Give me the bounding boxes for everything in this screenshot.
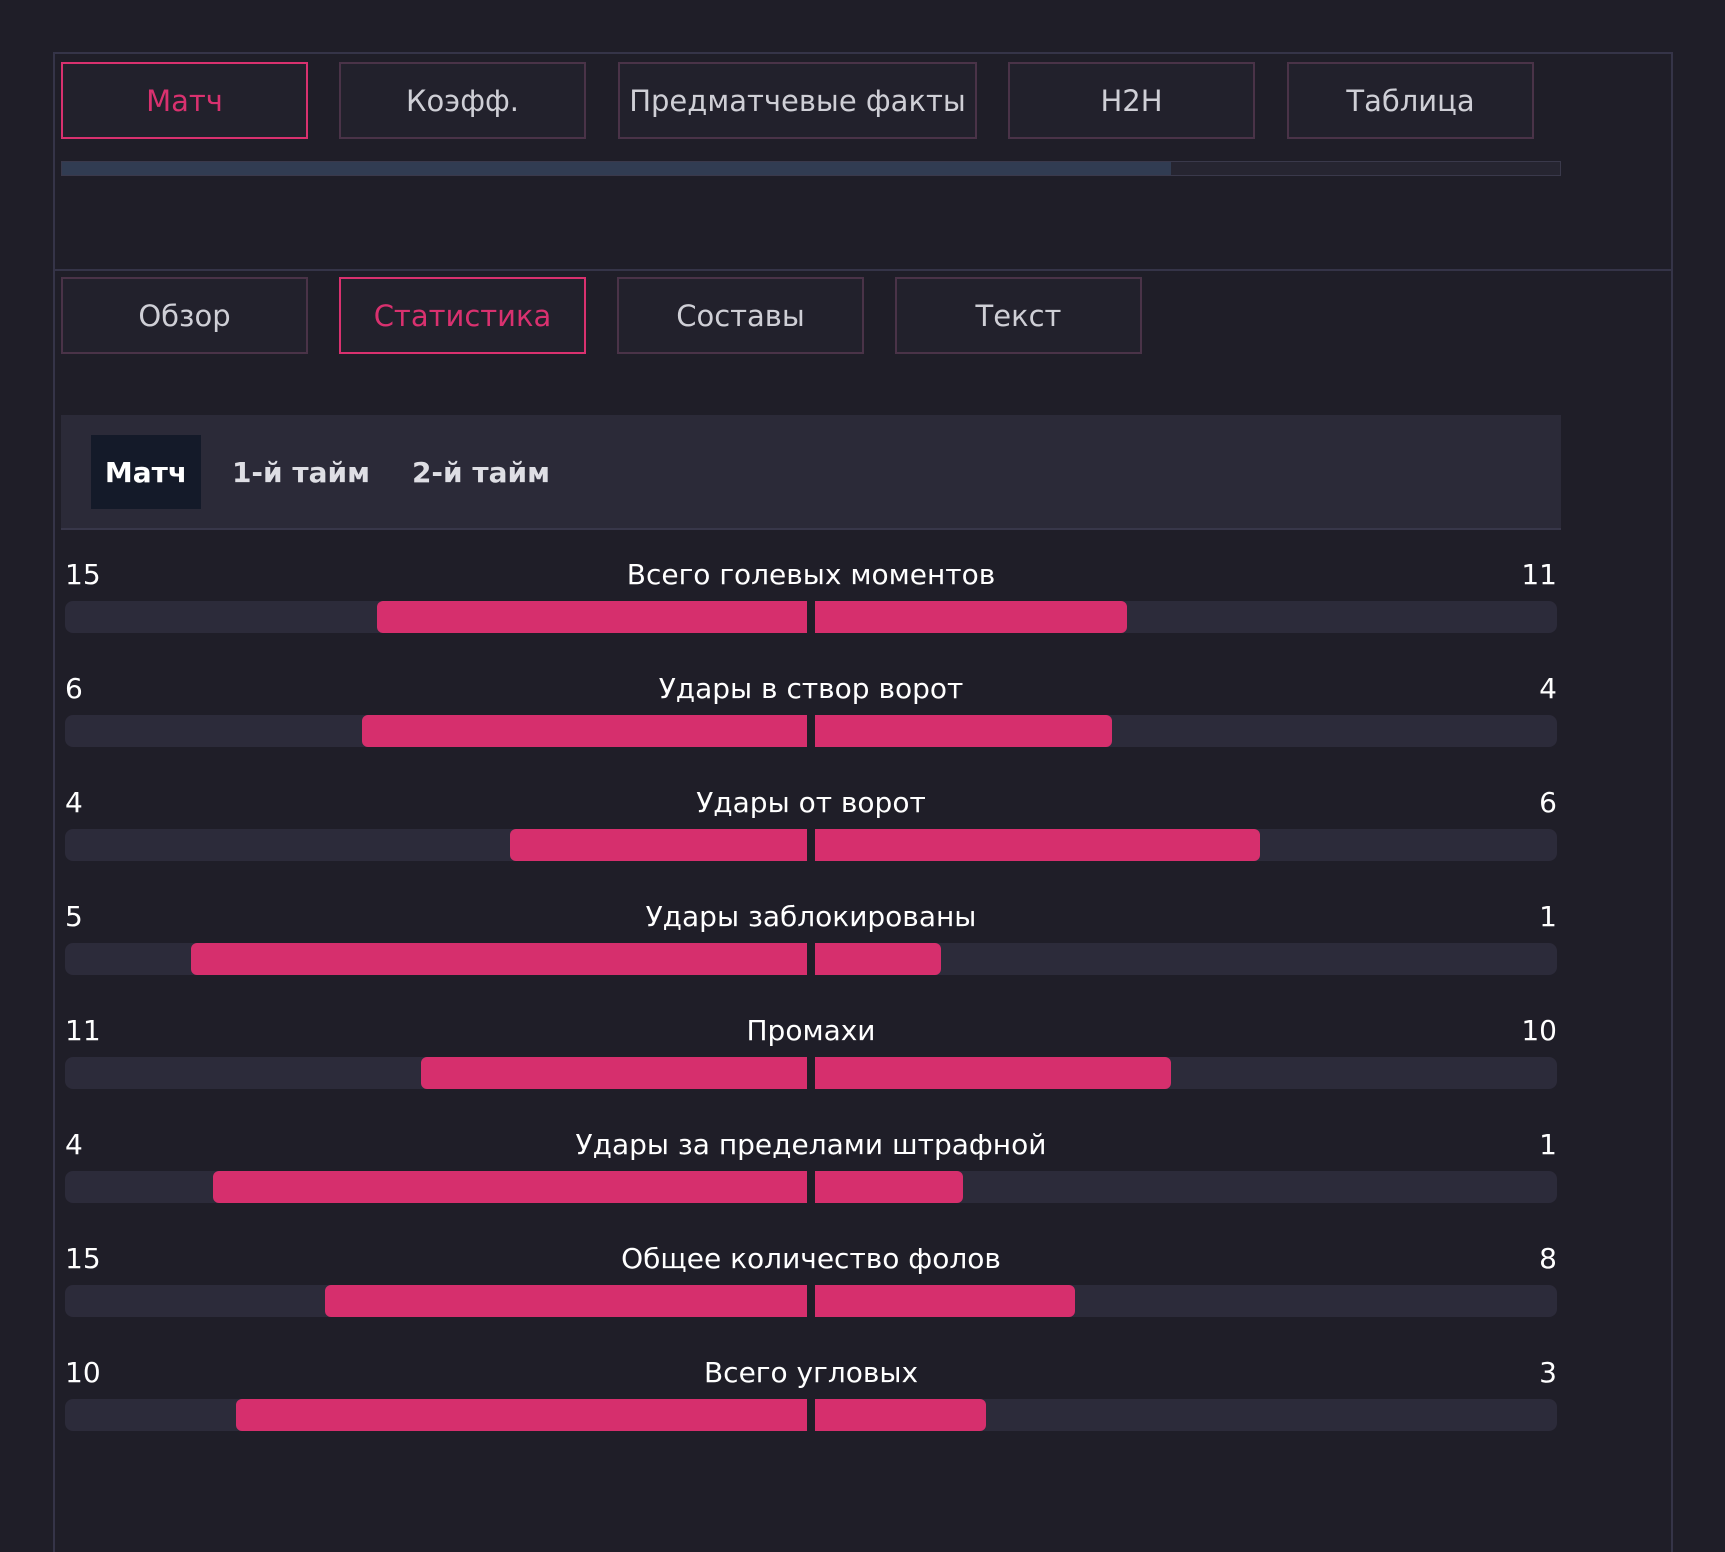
away-bar-track — [815, 943, 1557, 975]
stat-away-value: 11 — [1521, 558, 1557, 591]
away-bar-track — [815, 715, 1557, 747]
stat-label: Общее количество фолов — [621, 1242, 1001, 1275]
away-bar-track — [815, 601, 1557, 633]
home-bar-track — [65, 829, 807, 861]
tab-match[interactable]: Матч — [61, 62, 308, 139]
statistics-list: Всего голевых моментов 15 11 Удары в створ … — [65, 555, 1557, 1467]
stat-away-value: 1 — [1539, 1128, 1557, 1161]
home-bar-track — [65, 1171, 807, 1203]
stat-row: Всего голевых моментов 15 11 — [65, 555, 1557, 669]
stat-home-value: 4 — [65, 786, 83, 819]
stat-home-value: 6 — [65, 672, 83, 705]
stat-row: Всего угловых 10 3 — [65, 1353, 1557, 1467]
stat-row: Удары в створ ворот 6 4 — [65, 669, 1557, 783]
section-divider — [55, 269, 1671, 271]
stat-label: Удары от ворот — [696, 786, 926, 819]
tab-prematch-facts[interactable]: Предматчевые факты — [618, 62, 977, 139]
stat-row: Общее количество фолов 15 8 — [65, 1239, 1557, 1353]
home-bar-fill — [376, 601, 807, 633]
stat-home-value: 15 — [65, 558, 101, 591]
home-bar-track — [65, 1399, 807, 1431]
home-bar-track — [65, 715, 807, 747]
home-bar-track — [65, 1057, 807, 1089]
stat-label: Всего угловых — [703, 1356, 919, 1389]
home-bar-track — [65, 1285, 807, 1317]
away-bar-fill — [815, 1171, 964, 1203]
stat-label: Удары за пределами штрафной — [575, 1128, 1047, 1161]
home-bar-track — [65, 601, 807, 633]
home-bar-track — [65, 943, 807, 975]
tab-lineups[interactable]: Составы — [617, 277, 864, 354]
away-bar-fill — [815, 1285, 1075, 1317]
tab-h2h[interactable]: H2H — [1008, 62, 1255, 139]
away-bar-track — [815, 1171, 1557, 1203]
stat-away-value: 8 — [1539, 1242, 1557, 1275]
home-bar-fill — [324, 1285, 807, 1317]
stat-away-value: 6 — [1539, 786, 1557, 819]
away-bar-track — [815, 1057, 1557, 1089]
tab-table[interactable]: Таблица — [1287, 62, 1534, 139]
home-bar-fill — [235, 1399, 807, 1431]
stat-home-value: 11 — [65, 1014, 101, 1047]
period-selector: Матч 1-й тайм 2-й тайм — [61, 415, 1561, 530]
stat-row: Удары от ворот 4 6 — [65, 783, 1557, 897]
period-match[interactable]: Матч — [91, 435, 201, 509]
stat-away-value: 4 — [1539, 672, 1557, 705]
stat-label: Удары в створ ворот — [658, 672, 964, 705]
stat-row: Промахи 11 10 — [65, 1011, 1557, 1125]
main-panel — [53, 52, 1673, 1552]
stat-row: Удары заблокированы 5 1 — [65, 897, 1557, 1011]
home-bar-fill — [510, 829, 807, 861]
home-bar-fill — [421, 1057, 807, 1089]
stat-label: Удары заблокированы — [645, 900, 977, 933]
detail-tabs: Обзор Статистика Составы Текст — [61, 277, 1261, 354]
away-bar-track — [815, 1285, 1557, 1317]
away-bar-track — [815, 1399, 1557, 1431]
tabs-scrollbar-thumb[interactable] — [62, 162, 1171, 175]
away-bar-fill — [815, 1399, 986, 1431]
stat-row: Удары за пределами штрафной 4 1 — [65, 1125, 1557, 1239]
stat-away-value: 3 — [1539, 1356, 1557, 1389]
tab-odds[interactable]: Коэфф. — [339, 62, 586, 139]
home-bar-fill — [191, 943, 807, 975]
period-first-half[interactable]: 1-й тайм — [231, 455, 371, 489]
home-bar-fill — [213, 1171, 807, 1203]
stat-away-value: 1 — [1539, 900, 1557, 933]
away-bar-fill — [815, 829, 1261, 861]
away-bar-track — [815, 829, 1557, 861]
stat-home-value: 10 — [65, 1356, 101, 1389]
tab-text[interactable]: Текст — [895, 277, 1142, 354]
home-bar-fill — [361, 715, 807, 747]
away-bar-fill — [815, 1057, 1172, 1089]
stat-label: Всего голевых моментов — [626, 558, 996, 591]
tab-overview[interactable]: Обзор — [61, 277, 308, 354]
period-second-half[interactable]: 2-й тайм — [411, 455, 551, 489]
tab-statistics[interactable]: Статистика — [339, 277, 586, 354]
away-bar-fill — [815, 943, 942, 975]
stat-home-value: 4 — [65, 1128, 83, 1161]
away-bar-fill — [815, 601, 1127, 633]
stat-home-value: 15 — [65, 1242, 101, 1275]
stat-away-value: 10 — [1521, 1014, 1557, 1047]
match-tabs: Матч Коэфф. Предматчевые факты H2H Таблица — [61, 62, 1561, 139]
tabs-scrollbar[interactable] — [61, 161, 1561, 176]
stat-home-value: 5 — [65, 900, 83, 933]
stat-label: Промахи — [746, 1014, 876, 1047]
away-bar-fill — [815, 715, 1112, 747]
